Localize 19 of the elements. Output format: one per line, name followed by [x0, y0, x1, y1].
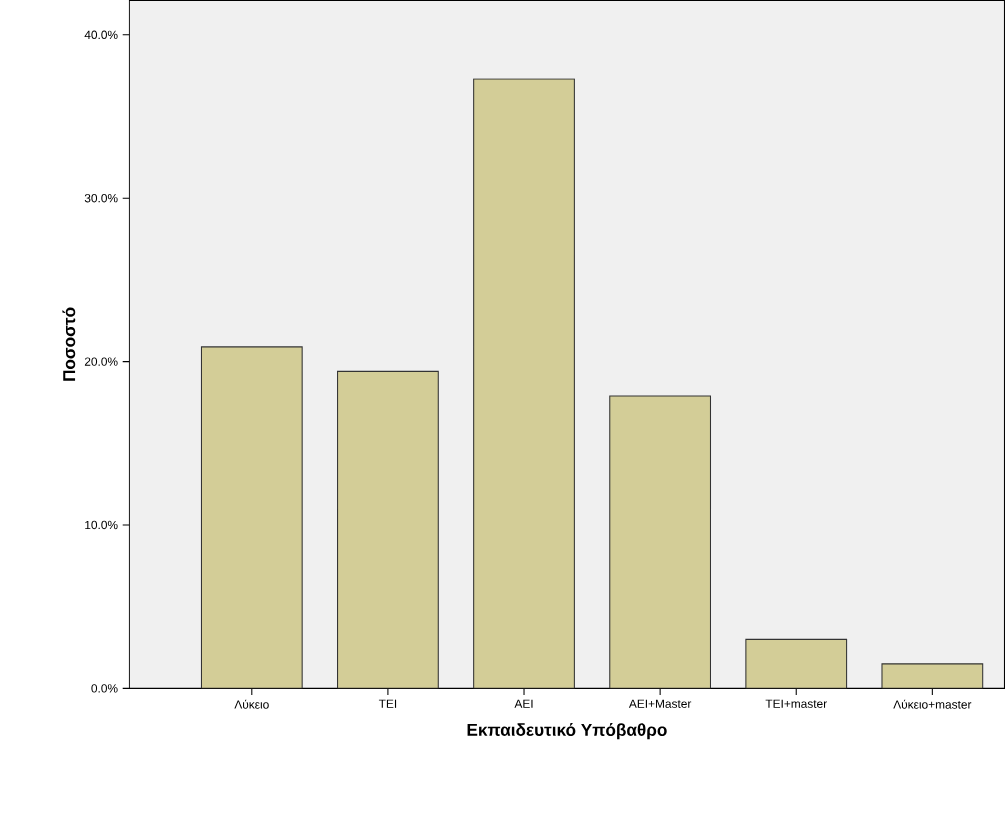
x-tick-label: Λύκειο: [234, 699, 269, 709]
y-axis-title: Ποσοστό: [62, 307, 76, 381]
bar: [473, 78, 575, 689]
bar: [881, 663, 984, 689]
x-tick-label: Λύκειο+master: [893, 699, 972, 709]
x-tick-label: ΤΕΙ+master: [765, 699, 827, 708]
bar: [609, 395, 711, 689]
x-axis-title: Εκπαιδευτικό Υπόβαθρο: [467, 722, 667, 740]
bar: [200, 346, 303, 689]
bar: [337, 370, 439, 689]
x-tick-label: ΑΕΙ+Master: [628, 699, 692, 708]
y-tick-label: 10.0%: [85, 520, 118, 529]
y-tick-label: 0.0%: [91, 683, 118, 693]
x-tick-label: ΑΕΙ: [514, 699, 533, 708]
y-tick-label: 40.0%: [84, 30, 118, 39]
y-tick-label: 20.0%: [84, 357, 118, 366]
bar: [745, 638, 848, 689]
y-tick-label: 30.0%: [84, 193, 118, 203]
x-tick-label: ΤΕΙ: [378, 699, 397, 708]
